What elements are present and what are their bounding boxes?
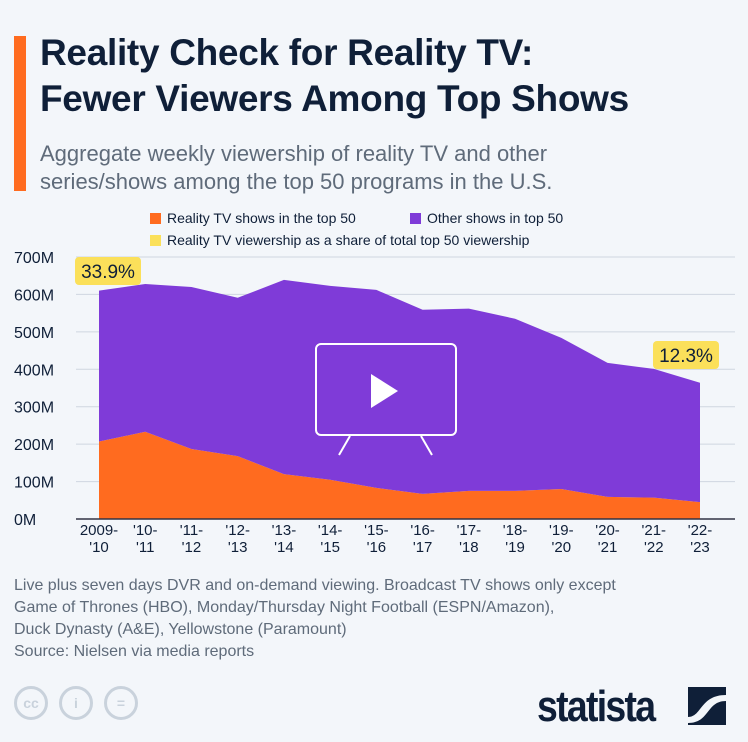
x-tick-label: '11- — [180, 522, 203, 539]
x-tick-label: '19- — [549, 522, 574, 539]
share-annotation-box — [653, 341, 719, 369]
x-tick-label: '13- — [272, 522, 297, 539]
note-line: Duck Dynasty (A&E), Yellowstone (Paramou… — [14, 621, 347, 638]
legend-label: Reality TV shows in the top 50 — [167, 210, 356, 226]
subtitle: Aggregate weekly viewership of reality T… — [40, 140, 552, 196]
subtitle-line: Aggregate weekly viewership of reality T… — [40, 141, 548, 166]
y-tick-label: 200M — [14, 437, 54, 454]
y-tick-label: 100M — [14, 475, 54, 492]
x-tick-label: '17 — [413, 539, 433, 556]
y-tick-label: 600M — [14, 287, 54, 304]
legend-other: Other shows in top 50 — [410, 210, 563, 226]
y-tick-label: 0M — [14, 512, 36, 529]
attribution-icon: i — [59, 686, 93, 720]
cc-icon: cc — [14, 686, 48, 720]
x-tick-label: '21- — [641, 522, 666, 539]
x-tick-label: '10- — [133, 522, 158, 539]
x-tick-label: '16 — [367, 539, 387, 556]
x-tick-label: '21 — [598, 539, 618, 556]
logo-text: statista — [537, 682, 656, 731]
share-annotation-label: 33.9% — [81, 262, 135, 283]
x-tick-label: '15- — [364, 522, 389, 539]
accent-bar — [14, 36, 26, 191]
source-line: Source: Nielsen via media reports — [14, 643, 255, 660]
y-tick-label: 500M — [14, 325, 54, 342]
area-chart: 0M 100M 200M 300M 400M 500M 600M 700M 2009-'10 '1… — [14, 250, 735, 556]
no-derivatives-icon: = — [104, 686, 138, 720]
legend-share: Reality TV viewership as a share of tota… — [150, 232, 529, 248]
legend-swatch — [410, 213, 421, 224]
x-tick-label: '12- — [225, 522, 250, 539]
statista-logo-icon — [688, 687, 726, 725]
x-tick-label: '18 — [459, 539, 479, 556]
x-tick-label: '17- — [457, 522, 482, 539]
x-tick-label: '11 — [136, 539, 154, 556]
legend-swatch — [150, 213, 161, 224]
y-tick-label: 400M — [14, 362, 54, 379]
x-tick-label: '18- — [503, 522, 528, 539]
x-tick-label: '20- — [595, 522, 620, 539]
x-tick-label: '22- — [688, 522, 713, 539]
tv-play-icon — [315, 343, 457, 456]
y-tick-label: 700M — [14, 250, 54, 267]
subtitle-line: series/shows among the top 50 programs i… — [40, 169, 553, 194]
x-tick-label: '16- — [410, 522, 435, 539]
page-title: Reality Check for Reality TV: Fewer Viewe… — [40, 30, 629, 122]
x-tick-label: '19 — [505, 539, 525, 556]
x-tick-label: '10 — [89, 539, 109, 556]
x-tick-label: '23 — [690, 539, 710, 556]
x-tick-label: '13 — [228, 539, 248, 556]
y-tick-label: 300M — [14, 400, 54, 417]
x-tick-label: 2009- — [80, 522, 118, 539]
area-series-reality — [99, 431, 700, 519]
note-line: Live plus seven days DVR and on-demand v… — [14, 577, 616, 594]
chart-notes: Live plus seven days DVR and on-demand v… — [14, 575, 616, 663]
area-series-other — [99, 279, 700, 503]
x-tick-label: '14- — [318, 522, 343, 539]
x-tick-label: '22 — [644, 539, 664, 556]
share-annotation-label: 12.3% — [659, 346, 713, 367]
share-annotation-box — [75, 257, 141, 285]
legend-label: Other shows in top 50 — [427, 210, 564, 226]
legend-label: Reality TV viewership as a share of tota… — [167, 232, 530, 248]
legend-swatch — [150, 235, 161, 246]
note-line: Game of Thrones (HBO), Monday/Thursday N… — [14, 599, 555, 616]
statista-logo: statista — [537, 682, 656, 732]
x-tick-label: '14 — [274, 539, 294, 556]
x-tick-label: '15 — [320, 539, 340, 556]
title-line: Reality Check for Reality TV: — [40, 32, 534, 73]
title-line: Fewer Viewers Among Top Shows — [40, 78, 629, 119]
legend-reality: Reality TV shows in the top 50 — [150, 210, 356, 226]
x-tick-label: '12 — [182, 539, 202, 556]
x-tick-label: '20 — [552, 539, 572, 556]
